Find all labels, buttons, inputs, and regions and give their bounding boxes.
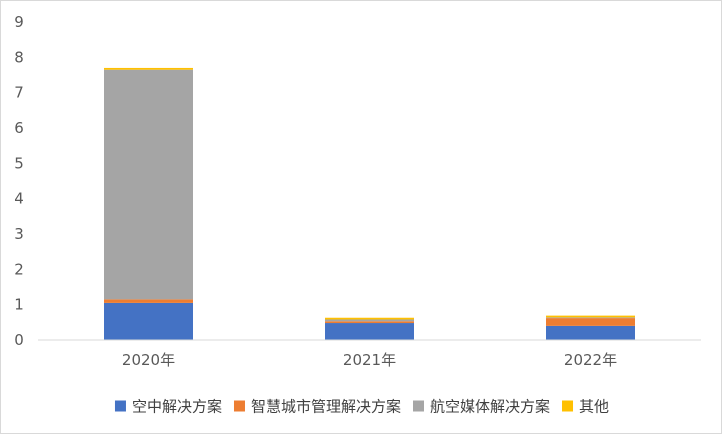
bar-segment — [104, 69, 193, 300]
x-tick-label: 2020年 — [122, 351, 175, 369]
bar-segment — [546, 317, 635, 319]
y-tick-label: 6 — [14, 119, 24, 137]
y-tick-label: 0 — [14, 331, 24, 349]
bar-segment — [325, 317, 414, 320]
legend-label: 航空媒体解决方案 — [430, 398, 550, 416]
bar-segment — [325, 319, 414, 322]
bar-segment — [325, 323, 414, 340]
legend-item: 智慧城市管理解决方案 — [233, 398, 401, 416]
bar-segment — [104, 67, 193, 70]
y-tick-label: 4 — [14, 190, 24, 208]
x-axis-labels: 2020年 2021年 2022年 — [122, 351, 617, 369]
legend-label: 空中解决方案 — [132, 398, 222, 416]
bars — [104, 67, 635, 340]
bar-segment — [104, 302, 193, 340]
bar-segment — [546, 325, 635, 340]
bar-segment — [546, 318, 635, 326]
y-tick-label: 9 — [14, 13, 24, 31]
y-tick-label: 3 — [14, 225, 24, 243]
y-tick-label: 7 — [14, 84, 24, 102]
legend-label: 智慧城市管理解决方案 — [251, 398, 401, 416]
y-tick-label: 5 — [14, 154, 24, 172]
legend-swatch — [114, 400, 126, 412]
legend-swatch — [233, 400, 245, 412]
legend-item: 空中解决方案 — [114, 398, 222, 416]
bar-segment — [104, 299, 193, 303]
x-tick-label: 2022年 — [564, 351, 617, 369]
y-tick-label: 1 — [14, 296, 24, 314]
y-tick-label: 8 — [14, 48, 24, 66]
legend-label: 其他 — [579, 398, 609, 416]
y-axis-labels: 0 1 2 3 4 5 6 7 8 9 — [14, 13, 24, 349]
bar-segment — [546, 315, 635, 318]
legend-item: 航空媒体解决方案 — [413, 398, 550, 416]
legend-swatch — [562, 400, 574, 412]
legend: 空中解决方案 智慧城市管理解决方案 航空媒体解决方案 其他 — [114, 398, 609, 416]
legend-swatch — [413, 400, 424, 412]
legend-item: 其他 — [562, 398, 609, 416]
y-tick-label: 2 — [14, 260, 24, 278]
bar-segment — [325, 321, 414, 324]
x-tick-label: 2021年 — [343, 351, 396, 369]
